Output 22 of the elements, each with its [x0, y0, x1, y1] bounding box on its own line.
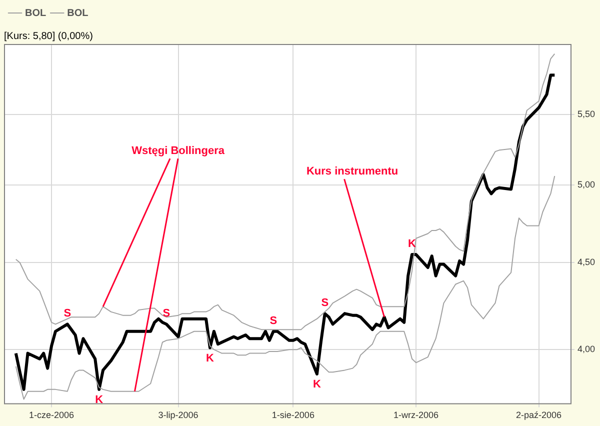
annotation: K [95, 394, 104, 406]
x-tick-label: 1-cze-2006 [29, 410, 74, 420]
y-tick-label: 5,00 [577, 179, 596, 190]
x-tick-label: 1-wrz-2006 [393, 410, 439, 420]
annotation: S [270, 314, 278, 327]
annotation: S [321, 297, 329, 310]
legend-label: BOL [67, 8, 88, 19]
annotation: K [206, 352, 214, 364]
annotation: Wstęgi Bollingera [132, 145, 226, 158]
x-tick-label: 1-sie-2006 [272, 410, 314, 420]
legend-label: BOL [25, 8, 46, 19]
x-tick-label: 3-lip-2006 [158, 410, 198, 420]
y-tick-label: 4,50 [577, 257, 596, 268]
y-tick-label: 5,50 [577, 108, 596, 119]
annotation: K [312, 378, 321, 391]
annotation: Kurs instrumentu [306, 166, 398, 178]
y-tick-label: 4,00 [577, 344, 596, 354]
annotation: K [408, 238, 416, 250]
annotation: S [162, 308, 170, 320]
x-tick-label: 2-paź-2006 [516, 410, 562, 420]
annotation: S [64, 308, 72, 320]
chart-subtitle: [Kurs: 5,80] (0,00%) [4, 30, 93, 42]
